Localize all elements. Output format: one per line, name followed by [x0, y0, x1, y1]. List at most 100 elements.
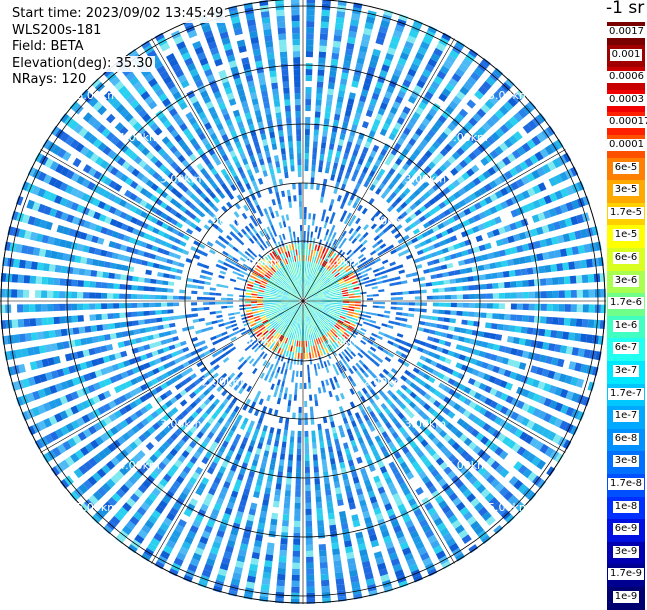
- range-gate: [536, 253, 543, 261]
- range-gate: [145, 270, 152, 275]
- range-gate: [356, 322, 362, 326]
- range-gate: [331, 53, 339, 60]
- range-gate: [61, 266, 68, 274]
- range-gate: [309, 262, 311, 268]
- range-gate: [292, 575, 300, 581]
- range-gate: [253, 220, 258, 226]
- range-gate: [217, 319, 223, 323]
- range-gate: [269, 294, 275, 296]
- range-gate: [193, 319, 199, 323]
- range-gate: [310, 231, 313, 237]
- range-gate: [231, 323, 237, 327]
- range-gate: [362, 240, 368, 246]
- range-gate: [334, 439, 339, 446]
- range-gate: [337, 305, 343, 307]
- range-gate: [353, 284, 359, 287]
- range-gate: [316, 508, 322, 514]
- range-gate: [245, 233, 251, 239]
- range-gate: [450, 311, 456, 316]
- range-gate: [292, 557, 299, 563]
- range-gate: [371, 282, 377, 285]
- range-gate: [263, 303, 269, 305]
- range-gate: [216, 334, 223, 339]
- range-gate: [270, 458, 276, 465]
- range-gate: [309, 395, 312, 401]
- range-gate: [530, 254, 537, 262]
- range-gate: [324, 112, 330, 119]
- range-gate: [89, 303, 95, 309]
- range-gate: [305, 141, 310, 147]
- range-gate: [246, 290, 252, 293]
- range-gate: [397, 302, 403, 305]
- range-gate: [95, 303, 101, 309]
- range-gate: [232, 327, 238, 331]
- range-gate: [315, 105, 321, 111]
- range-gate: [348, 235, 353, 241]
- range-gate: [278, 568, 286, 575]
- range-gate: [143, 303, 149, 308]
- range-gate: [232, 257, 238, 262]
- range-gate: [343, 297, 349, 299]
- range-gate: [337, 299, 343, 300]
- range-gate: [321, 16, 329, 23]
- range-gate: [275, 301, 281, 302]
- range-gate: [321, 453, 326, 460]
- range-gate: [547, 304, 553, 311]
- range-gate: [245, 296, 251, 298]
- range-gate: [306, 353, 308, 359]
- range-gate: [331, 304, 337, 306]
- range-gate: [234, 287, 240, 290]
- range-gate: [19, 260, 26, 269]
- range-gate: [403, 302, 409, 305]
- range-gate: [308, 377, 311, 383]
- range-gate: [598, 368, 606, 378]
- range-gate: [5, 209, 13, 219]
- range-gate: [193, 279, 199, 283]
- range-gate: [439, 339, 446, 345]
- range-gate: [552, 277, 559, 285]
- range-gate: [272, 237, 276, 243]
- range-gate: [338, 90, 345, 97]
- range-gate: [275, 304, 281, 305]
- range-gate: [133, 329, 140, 335]
- range-gate: [191, 302, 197, 305]
- range-gate: [147, 261, 154, 267]
- range-gate: [462, 286, 468, 291]
- range-gate: [347, 199, 352, 206]
- range-gate: [324, 235, 328, 241]
- range-gate: [314, 244, 317, 250]
- range-gate: [253, 396, 258, 403]
- range-gate: [329, 230, 333, 236]
- range-gate: [425, 322, 432, 327]
- range-gate: [275, 298, 281, 299]
- range-gate: [382, 279, 388, 283]
- range-gate: [246, 355, 252, 361]
- range-gate: [167, 309, 173, 313]
- range-gate: [521, 268, 528, 275]
- range-gate: [292, 340, 295, 346]
- range-gate: [298, 353, 300, 359]
- range-gate: [224, 322, 230, 326]
- range-gate: [13, 334, 20, 343]
- range-gate: [529, 292, 535, 299]
- range-gate: [360, 311, 366, 314]
- range-gate: [173, 296, 179, 300]
- range-gate: [430, 323, 437, 328]
- range-gate: [469, 294, 475, 299]
- range-gate: [305, 461, 310, 467]
- range-gate: [308, 371, 311, 377]
- range-gate: [242, 320, 248, 324]
- range-gate: [542, 342, 549, 350]
- range-gate: [258, 602, 267, 607]
- range-gate: [197, 307, 203, 310]
- range-gate: [312, 352, 315, 358]
- range-gate: [348, 291, 354, 293]
- range-gate: [336, 584, 345, 591]
- range-gate: [334, 114, 340, 121]
- range-gate: [268, 376, 273, 382]
- range-gate: [246, 310, 252, 313]
- range-gate: [12, 319, 19, 328]
- range-gate: [314, 478, 320, 484]
- range-gate: [362, 121, 369, 128]
- range-gate: [304, 183, 307, 189]
